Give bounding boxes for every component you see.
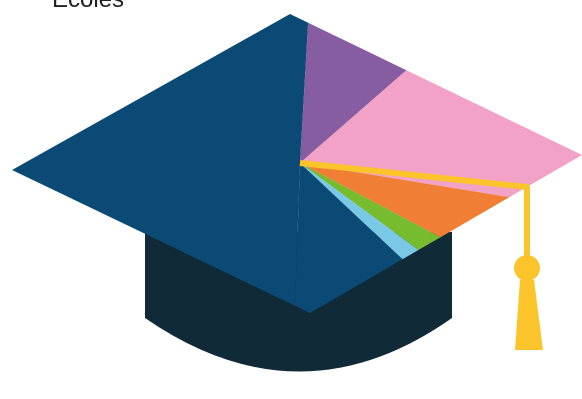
pie-slice-3 xyxy=(300,70,582,198)
tassel-knot xyxy=(514,255,540,281)
chart-title: Ecoles xyxy=(52,0,124,14)
tassel-icon xyxy=(299,160,543,350)
pie-slices xyxy=(12,14,582,313)
tassel-fringe xyxy=(515,280,543,350)
pie-slice-6 xyxy=(300,163,419,260)
pie-slice-2 xyxy=(300,22,407,163)
tassel-cord xyxy=(299,160,530,258)
pie-slice-4 xyxy=(300,163,510,238)
pie-slice-5 xyxy=(300,163,441,250)
pie-slice-7 xyxy=(295,163,403,313)
pie-slice-1 xyxy=(12,14,309,306)
